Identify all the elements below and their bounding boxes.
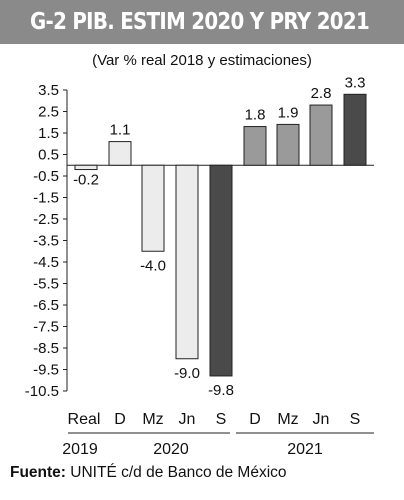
x-tick-label: Jn <box>179 411 196 428</box>
data-label: -9.8 <box>208 382 234 399</box>
y-tick-label: -9.5 <box>33 362 59 379</box>
y-tick-label: -3.5 <box>33 233 59 250</box>
y-tick-label: -4.5 <box>33 254 59 271</box>
bar <box>309 104 333 166</box>
chart-subtitle: (Var % real 2018 y estimaciones) <box>92 52 312 69</box>
x-tick-label: S <box>350 411 361 428</box>
group-label: 2020 <box>153 441 189 458</box>
bar <box>243 126 267 166</box>
y-tick-label: -1.5 <box>33 190 59 207</box>
x-tick-label: Jn <box>313 411 330 428</box>
y-tick-label: 3.5 <box>38 82 59 99</box>
y-tick-label: 2.5 <box>38 104 59 121</box>
bar <box>141 164 165 252</box>
y-tick-label: -6.5 <box>33 297 59 314</box>
y-tick-label: -10.5 <box>25 383 59 400</box>
y-tick-label: -0.5 <box>33 168 59 185</box>
x-tick-label: Mz <box>142 411 163 428</box>
data-label: -4.0 <box>140 257 166 274</box>
bar <box>276 123 300 166</box>
x-tick-label: Mz <box>277 411 298 428</box>
source-note: Fuente: UNITÉ c/d de Banco de México <box>10 464 287 482</box>
data-label: 2.8 <box>311 85 332 102</box>
bar <box>175 164 199 360</box>
data-label: 1.1 <box>110 122 131 139</box>
x-tick-label: S <box>216 411 227 428</box>
y-tick-label: -7.5 <box>33 319 59 336</box>
y-tick-label: -5.5 <box>33 276 59 293</box>
data-label: 1.8 <box>245 107 266 124</box>
x-tick-label: D <box>114 411 126 428</box>
data-label: 3.3 <box>345 74 366 91</box>
source-label: Fuente: <box>10 464 66 481</box>
y-tick-label: -2.5 <box>33 211 59 228</box>
data-label: 1.9 <box>278 104 299 121</box>
bar <box>343 93 367 166</box>
y-tick-label: 0.5 <box>38 147 59 164</box>
bar <box>108 141 132 166</box>
y-tick-label: -8.5 <box>33 340 59 357</box>
group-label: 2019 <box>62 441 98 458</box>
group-label: 2021 <box>287 441 323 458</box>
data-label: -0.2 <box>73 171 99 188</box>
title-bar: G-2 PIB. ESTIM 2020 Y PRY 2021 <box>0 0 404 44</box>
source-text: UNITÉ c/d de Banco de México <box>70 464 287 481</box>
chart-title: G-2 PIB. ESTIM 2020 Y PRY 2021 <box>30 9 370 35</box>
bar <box>74 164 98 171</box>
data-label: -9.0 <box>174 365 200 382</box>
x-tick-label: Real <box>68 411 101 428</box>
bar <box>209 164 233 377</box>
y-tick-label: 1.5 <box>38 125 59 142</box>
x-tick-label: D <box>249 411 261 428</box>
